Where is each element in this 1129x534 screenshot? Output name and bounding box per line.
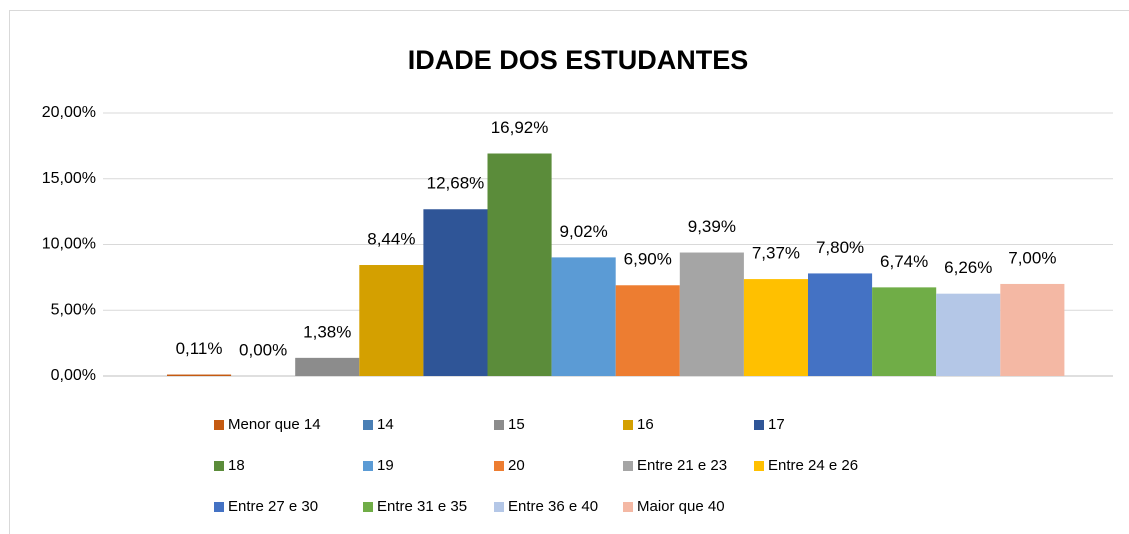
legend-label: 19 xyxy=(377,457,394,474)
y-tick-label: 20,00% xyxy=(42,104,96,121)
bar xyxy=(167,374,232,376)
value-label: 7,80% xyxy=(816,238,864,257)
legend-swatch xyxy=(754,420,764,430)
chart-title: IDADE DOS ESTUDANTES xyxy=(408,45,749,75)
value-label: 0,11% xyxy=(176,339,223,358)
legend-swatch xyxy=(214,461,224,471)
legend-label: 16 xyxy=(637,416,654,433)
y-tick-label: 15,00% xyxy=(42,170,96,187)
legend-label: 15 xyxy=(508,416,525,433)
bar xyxy=(359,265,424,376)
bar xyxy=(423,209,488,376)
bar xyxy=(872,287,937,376)
bar xyxy=(551,257,616,376)
bar xyxy=(295,357,360,376)
value-label: 6,74% xyxy=(880,252,928,271)
legend-swatch xyxy=(754,461,764,471)
value-label: 1,38% xyxy=(303,322,351,341)
value-label: 9,39% xyxy=(688,217,736,236)
legend-label: Entre 27 e 30 xyxy=(228,498,318,515)
legend-label: 18 xyxy=(228,457,245,474)
legend-label: Maior que 40 xyxy=(637,498,725,515)
legend-label: Entre 36 e 40 xyxy=(508,498,598,515)
legend-swatch xyxy=(623,502,633,512)
value-label: 6,26% xyxy=(944,258,992,277)
legend-swatch xyxy=(623,461,633,471)
legend-label: Entre 24 e 26 xyxy=(768,457,858,474)
legend-swatch xyxy=(494,461,504,471)
y-tick-label: 10,00% xyxy=(42,236,96,253)
legend-swatch xyxy=(494,502,504,512)
legend-label: 14 xyxy=(377,416,394,433)
bar xyxy=(743,279,808,376)
value-label: 9,02% xyxy=(560,222,608,241)
legend-swatch xyxy=(363,502,373,512)
legend-label: Menor que 14 xyxy=(228,416,321,433)
legend-label: Entre 31 e 35 xyxy=(377,498,467,515)
bar xyxy=(1000,283,1065,376)
value-label: 7,37% xyxy=(752,244,800,263)
legend-swatch xyxy=(363,461,373,471)
y-tick-label: 5,00% xyxy=(51,301,96,318)
value-label: 8,44% xyxy=(367,229,415,248)
bar xyxy=(487,153,552,376)
legend-swatch xyxy=(363,420,373,430)
bar xyxy=(808,273,873,376)
value-label: 0,00% xyxy=(239,340,287,359)
bar xyxy=(615,285,680,376)
legend-swatch xyxy=(623,420,633,430)
value-label: 16,92% xyxy=(491,118,549,137)
chart-frame xyxy=(9,10,1129,534)
y-tick-label: 0,00% xyxy=(51,367,96,384)
legend-label: 17 xyxy=(768,416,785,433)
bar xyxy=(679,252,744,376)
legend-swatch xyxy=(494,420,504,430)
legend-swatch xyxy=(214,502,224,512)
value-label: 7,00% xyxy=(1008,248,1056,267)
bar xyxy=(936,293,1001,376)
legend-swatch xyxy=(214,420,224,430)
legend-label: Entre 21 e 23 xyxy=(637,457,727,474)
legend-label: 20 xyxy=(508,457,525,474)
value-label: 12,68% xyxy=(427,174,485,193)
value-label: 6,90% xyxy=(624,250,672,269)
